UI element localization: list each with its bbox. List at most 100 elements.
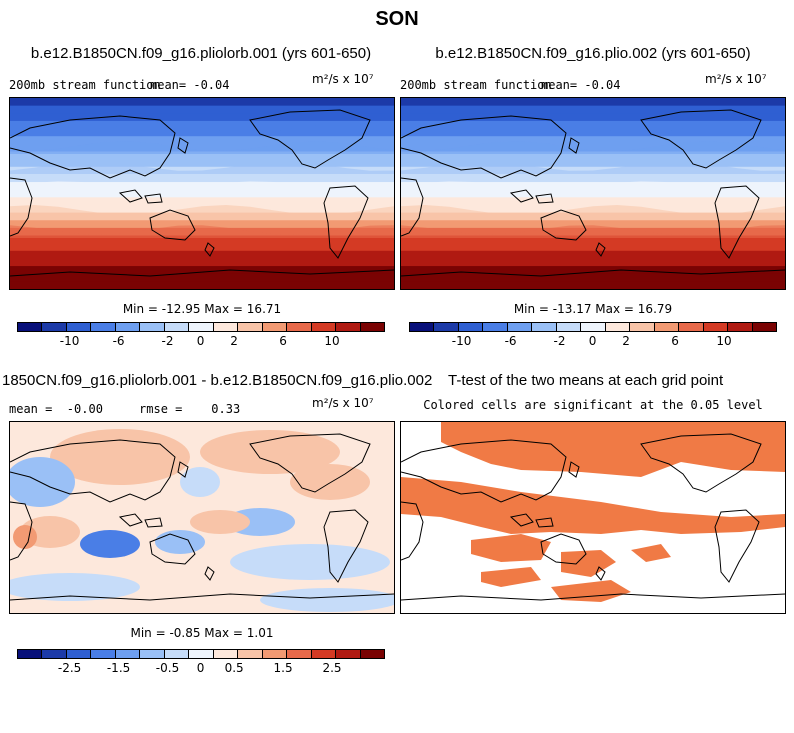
coastline [177,461,189,478]
panel3-colorbar-swatch [42,650,67,658]
panel2-colorbar-swatch [728,323,753,331]
panel1-left-label: 200mb stream function [9,78,161,92]
field-band [10,220,394,229]
field-anomaly [155,530,205,554]
field-band [401,143,785,153]
panel2-colorbar-swatch [556,323,582,331]
panel2-colorbar [409,322,777,332]
field-band [401,235,785,244]
cb-tick: -2 [553,334,566,348]
coastline [323,509,369,583]
panel3-colorbar-swatch [336,650,361,658]
field-contour [10,205,394,218]
field-anomaly [13,525,37,549]
panel2-colorbar-swatch [654,323,680,331]
coastline [149,209,196,241]
panel3-colorbar-swatch [189,650,214,658]
panel2-colorbar-swatch [605,323,631,331]
panel2-colorbar-swatch [630,323,655,331]
panel3-colorbar-ticks: -2.5 -1.5 -0.5 0 0.5 1.5 2.5 [17,661,385,677]
coastline [640,433,762,493]
coastline [118,189,143,203]
coastline [714,509,760,583]
panel1-colorbar-swatch [91,323,116,331]
panel3-colorbar-swatch [262,650,288,658]
cb-tick: 6 [671,334,679,348]
coastline [568,137,580,154]
field-band [401,220,785,229]
panel1-colorbar-swatch [42,323,67,331]
coastline [595,242,606,257]
coastline [10,269,394,277]
cb-tick: 0 [196,661,205,675]
coastline [535,193,554,204]
panel1-title: b.e12.B1850CN.f09_g16.pliolorb.001 (yrs … [30,45,372,62]
field-band [10,266,394,275]
field-band [10,197,394,206]
field-band [401,98,785,107]
field-band [10,98,394,107]
panel1-minmax: Min = -12.95 Max = 16.71 [122,302,282,316]
cb-tick: -6 [504,334,517,348]
coastline [10,115,176,179]
cb-tick: 0.5 [224,661,244,675]
cb-tick: 2 [622,334,630,348]
coastline [10,439,176,503]
field-band [401,258,785,267]
coastline [540,533,587,565]
field-band [10,235,394,244]
field-band [10,281,394,289]
panel2-field [401,98,785,289]
significant-region [631,544,671,562]
panel4-subtitle: Colored cells are significant at the 0.0… [423,398,763,412]
coastline [401,501,424,561]
coastline [401,115,567,179]
cb-tick: 0 [196,334,205,348]
field-anomaly [180,467,220,497]
field-band [10,143,394,153]
panel3-left-label: mean = -0.00 rmse = 0.33 [9,402,241,416]
panel3-colorbar-swatch [140,650,165,658]
field-band [10,250,394,260]
panel2-title: b.e12.B1850CN.f09_g16.plio.002 (yrs 601-… [435,45,751,62]
field-contour [401,181,785,194]
field-band [10,120,394,130]
field-band [401,243,785,252]
field-band [401,250,785,260]
coastline [540,209,587,241]
panel3-map [9,421,395,614]
panel2-colorbar-swatch [679,323,704,331]
panel2-colorbar-swatch [752,323,777,331]
coastline [535,517,554,528]
panel1-colorbar-swatch [140,323,165,331]
panel2-colorbar-swatch [458,323,484,331]
panel3-colorbar-swatch [287,650,312,658]
panel2-colorbar-swatch [410,323,435,331]
panel3-colorbar-swatch [213,650,239,658]
panel2-colorbar-swatch [434,323,459,331]
panel3-colorbar-swatch [360,650,385,658]
panel1-mean-label: mean= -0.04 [150,78,230,92]
field-band [401,120,785,130]
field-band [401,174,785,183]
panel1-colorbar-swatch [360,323,385,331]
panel2-colorbar-swatch [703,323,729,331]
panel1-colorbar-swatch [115,323,141,331]
coastline [509,189,534,203]
field-anomaly [80,530,140,558]
coastline [401,177,424,237]
cb-tick: -2.5 [57,661,82,675]
field-anomaly [190,510,250,534]
field-band [401,281,785,289]
panel2-mean-label: mean= -0.04 [541,78,621,92]
cb-tick: 6 [279,334,287,348]
cb-tick: -1.5 [106,661,131,675]
field-anomaly [10,457,75,507]
panel2-units-label: m²/s x 10⁷ [705,72,767,86]
panel2-colorbar-swatch [483,323,508,331]
field-band [401,151,785,160]
field-contour [10,181,394,194]
coastline [10,177,33,237]
field-contour [10,141,394,154]
page-title: SON [375,8,419,30]
